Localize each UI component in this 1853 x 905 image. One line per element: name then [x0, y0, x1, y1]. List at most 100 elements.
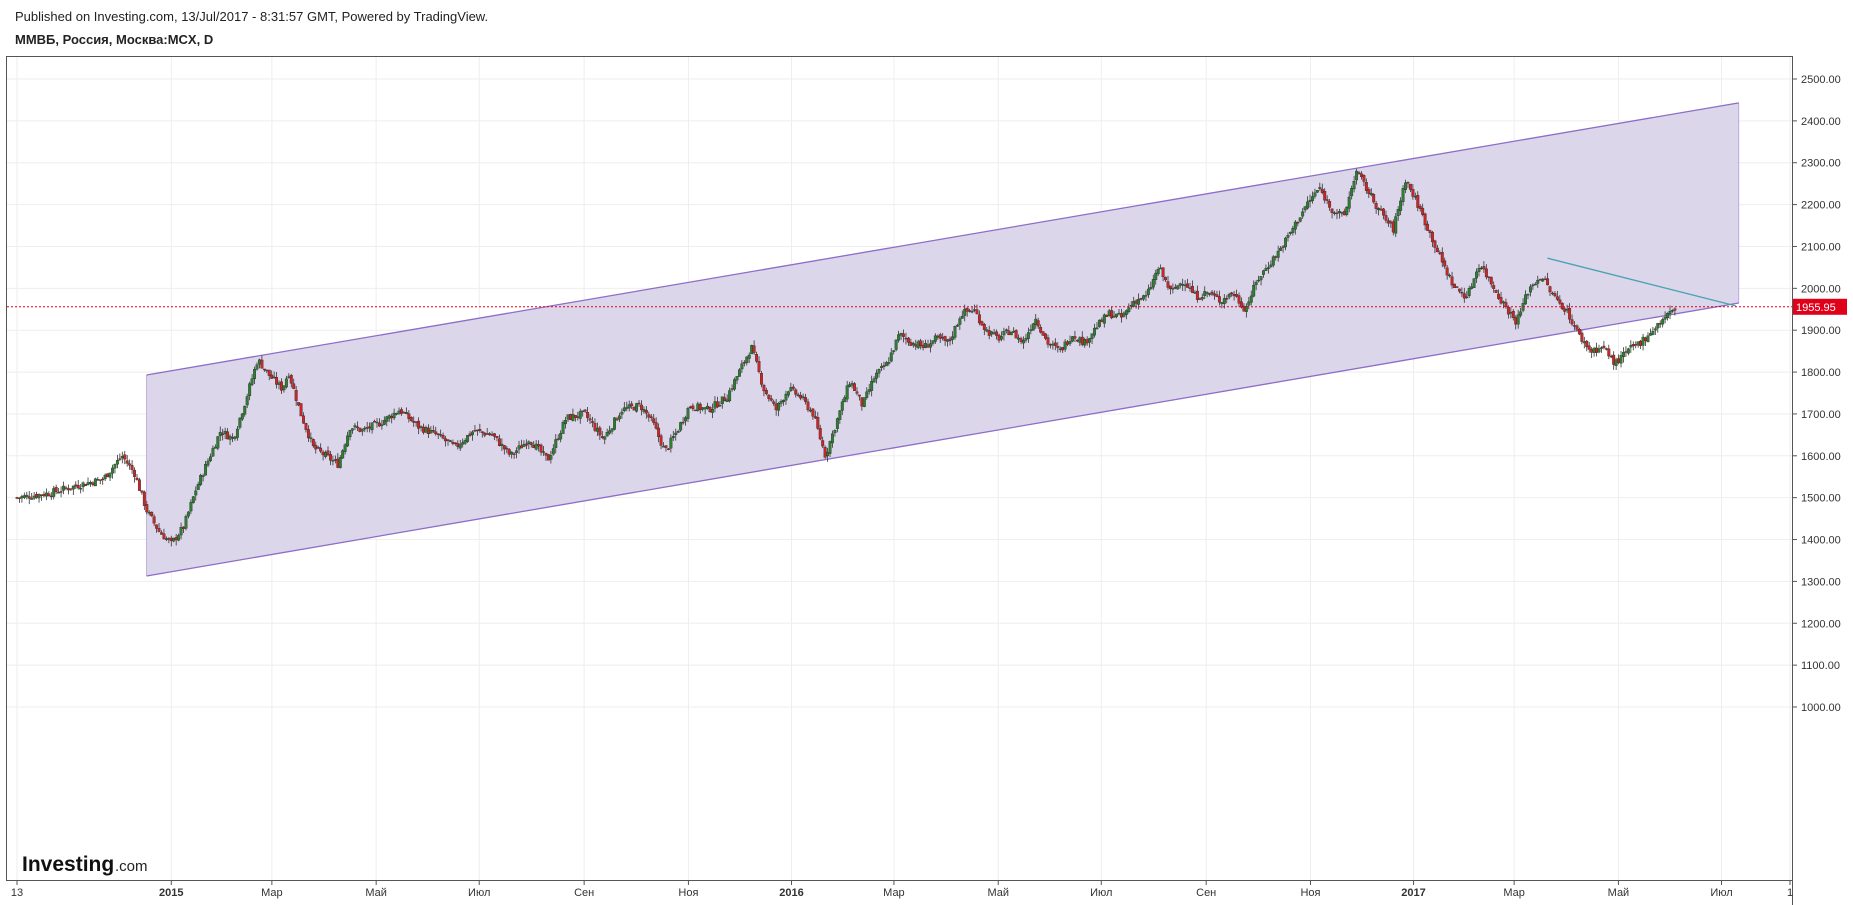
- candle-up: [1636, 341, 1640, 346]
- candle-up: [1090, 333, 1094, 340]
- candle-up: [843, 397, 847, 403]
- candle-down: [742, 362, 746, 364]
- candle-down: [1105, 315, 1109, 317]
- candle-up: [1653, 328, 1657, 331]
- candle-down: [265, 369, 269, 372]
- candle-down: [314, 444, 318, 450]
- candle-down: [1168, 285, 1172, 290]
- candle-up: [951, 336, 954, 340]
- candle-up: [671, 436, 675, 438]
- candle-up: [610, 428, 614, 432]
- candle-down: [1553, 293, 1557, 297]
- candle-up: [517, 445, 521, 450]
- candle-up: [1088, 338, 1092, 343]
- candle-up: [113, 464, 117, 469]
- candle-down: [128, 463, 132, 466]
- candle-down: [688, 406, 692, 409]
- candle-up: [1531, 284, 1535, 287]
- candle-down: [355, 426, 359, 429]
- candle-up: [387, 415, 391, 419]
- candle-down: [860, 397, 864, 407]
- candle-down: [1281, 246, 1285, 248]
- candle-up: [324, 452, 328, 457]
- candle-up: [172, 537, 176, 542]
- candle-up: [1355, 170, 1359, 181]
- candle-down: [1460, 292, 1464, 294]
- candle-down: [681, 421, 685, 424]
- candle-up: [605, 431, 609, 437]
- candle-up: [1259, 276, 1263, 281]
- candle-down: [904, 337, 908, 340]
- x-tick-label: Ноя: [678, 887, 698, 899]
- candle-up: [1193, 292, 1197, 294]
- candle-up: [720, 396, 724, 405]
- candle-up: [463, 440, 467, 444]
- y-tick-label: 2100.00: [1801, 241, 1841, 253]
- candle-up: [1399, 200, 1403, 211]
- candle-up: [1124, 310, 1128, 315]
- time-axis[interactable]: 13 2015 Мар Май Июл Сен Ноя 2016 Мар Май Июл Сен Ноя…: [11, 880, 1793, 899]
- candle-down: [42, 494, 46, 497]
- candle-up: [1313, 192, 1317, 197]
- candle-up: [970, 311, 974, 313]
- candle-down: [1374, 203, 1378, 209]
- candle-down: [1504, 302, 1508, 308]
- candle-down: [1487, 276, 1491, 278]
- candle-down: [1514, 317, 1518, 325]
- candle-down: [1644, 337, 1647, 342]
- candle-down: [1435, 247, 1439, 253]
- candle-up: [1656, 323, 1660, 329]
- candle-down: [1453, 283, 1456, 289]
- candle-down: [723, 397, 727, 402]
- candle-up: [1536, 279, 1540, 284]
- candle-up: [1619, 355, 1623, 364]
- candle-down: [767, 394, 771, 399]
- candle-down: [772, 401, 776, 404]
- candle-down: [1389, 221, 1393, 224]
- candle-down: [1056, 346, 1060, 348]
- candle-down: [1462, 293, 1466, 299]
- candle-down: [821, 440, 825, 447]
- candle-down: [1110, 310, 1114, 319]
- candle-up: [81, 482, 85, 488]
- trendline[interactable]: [1547, 257, 1736, 307]
- candle-down: [698, 403, 702, 411]
- candle-down: [806, 401, 810, 411]
- investing-logo: Investing .com: [22, 853, 148, 876]
- candle-up: [86, 482, 90, 485]
- candle-down: [975, 309, 979, 315]
- candle-down: [1195, 290, 1199, 300]
- y-tick-label: 1800.00: [1801, 367, 1841, 379]
- candle-up: [331, 460, 335, 462]
- candle-up: [93, 478, 97, 487]
- price-axis[interactable]: 2500.00 2400.00 2300.00 2200.00 2100.00 2000.…: [1792, 74, 1847, 714]
- candle-down: [319, 447, 323, 452]
- candle-down: [598, 427, 602, 436]
- candle-down: [76, 485, 80, 489]
- candle-up: [1122, 312, 1126, 317]
- candle-up: [745, 356, 749, 364]
- candle-up: [542, 451, 545, 453]
- candle-down: [1604, 348, 1608, 350]
- candle-up: [179, 527, 183, 536]
- candles: [15, 168, 1677, 547]
- candle-down: [1225, 298, 1229, 300]
- candle-up: [1058, 348, 1062, 350]
- candle-down: [1428, 230, 1432, 233]
- candle-down: [1296, 222, 1300, 224]
- candle-up: [1293, 221, 1297, 230]
- candle-up: [713, 401, 717, 409]
- candle-down: [654, 422, 658, 429]
- candle-down: [1100, 319, 1104, 322]
- candle-up: [439, 434, 443, 436]
- candle-up: [1176, 285, 1180, 290]
- candle-up: [1171, 288, 1175, 290]
- candle-down: [1465, 296, 1469, 298]
- candle-up: [578, 411, 582, 419]
- candle-up: [1582, 341, 1586, 344]
- candle-down: [764, 390, 768, 395]
- candle-down: [544, 452, 548, 456]
- candle-down: [1455, 286, 1459, 288]
- candle-up: [1205, 292, 1209, 294]
